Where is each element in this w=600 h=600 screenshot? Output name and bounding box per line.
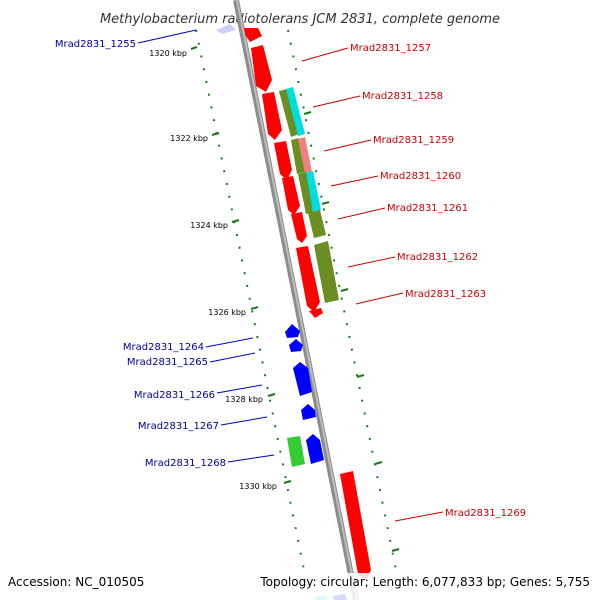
cyan-feature bbox=[305, 171, 321, 212]
gene-label-1259[interactable]: Mrad2831_1259 bbox=[373, 135, 454, 146]
label-leader bbox=[312, 95, 361, 108]
label-leader bbox=[216, 384, 263, 394]
label-leader bbox=[137, 29, 197, 44]
label-leader bbox=[209, 352, 256, 363]
cyan-feature bbox=[286, 87, 305, 136]
label-leader bbox=[323, 139, 372, 152]
gene-label-1262[interactable]: Mrad2831_1262 bbox=[397, 252, 478, 263]
label-leader bbox=[394, 511, 444, 522]
gene-arrow-1257[interactable] bbox=[251, 45, 272, 92]
gene-label-1260[interactable]: Mrad2831_1260 bbox=[380, 171, 461, 182]
gene-label-1258[interactable]: Mrad2831_1258 bbox=[362, 91, 443, 102]
outer-ring-tick bbox=[321, 201, 330, 205]
outer-ring-guide bbox=[287, 29, 398, 576]
label-leader bbox=[330, 175, 379, 187]
gene-arrow-1269[interactable] bbox=[340, 471, 371, 580]
olive-feature bbox=[279, 89, 299, 137]
forward-genes bbox=[244, 28, 371, 600]
ruler-tick-label: 1320 kbp bbox=[149, 49, 187, 58]
ruler-tick bbox=[267, 393, 276, 397]
gene-labels: Mrad2831_1255 Mrad2831_1257 Mrad2831_125… bbox=[55, 29, 526, 522]
olive-feature bbox=[314, 241, 339, 303]
gene-arrow-1263[interactable] bbox=[309, 308, 323, 318]
outer-ring-tick bbox=[356, 374, 365, 378]
olive-feature bbox=[308, 210, 326, 238]
label-leader bbox=[227, 454, 275, 463]
outer-ring-tick bbox=[391, 548, 400, 552]
gene-arrow-1262[interactable] bbox=[296, 246, 320, 312]
gene-label-1265[interactable]: Mrad2831_1265 bbox=[127, 357, 208, 368]
ruler-tick-label: 1326 kbp bbox=[208, 308, 246, 317]
ruler-tick bbox=[211, 132, 220, 136]
gene-arrow-1267[interactable] bbox=[301, 404, 316, 420]
reverse-genes bbox=[216, 24, 347, 600]
gene-arrow-1255[interactable] bbox=[216, 24, 236, 34]
gene-label-1255[interactable]: Mrad2831_1255 bbox=[55, 39, 136, 50]
genome-summary: Topology: circular; Length: 6,077,833 bp… bbox=[259, 575, 590, 589]
accession-text: Accession: NC_010505 bbox=[8, 575, 144, 589]
gene-arrow-1265[interactable] bbox=[289, 339, 303, 352]
ruler: 1320 kbp 1322 kbp 1324 kbp 1326 kbp 1328… bbox=[149, 46, 400, 552]
gene-arrow-1261b[interactable] bbox=[291, 212, 307, 243]
outer-ring-tick bbox=[303, 111, 312, 115]
ruler-tick bbox=[250, 306, 259, 310]
green-feature bbox=[287, 436, 305, 467]
outer-ring-tick bbox=[340, 288, 349, 292]
label-leader bbox=[220, 416, 268, 426]
gene-arrow-1256[interactable] bbox=[244, 28, 262, 42]
gene-arrow-1260-1261[interactable] bbox=[282, 176, 300, 215]
gene-arrow-1266[interactable] bbox=[293, 362, 312, 396]
salmon-feature bbox=[298, 137, 312, 174]
backbone-highlight bbox=[236, 0, 358, 600]
inner-ring-guide bbox=[195, 29, 306, 576]
ruler-tick bbox=[231, 219, 240, 223]
gene-label-1266[interactable]: Mrad2831_1266 bbox=[134, 390, 215, 401]
label-leader bbox=[301, 47, 349, 62]
label-leader bbox=[347, 256, 396, 268]
gene-label-1269[interactable]: Mrad2831_1269 bbox=[445, 508, 526, 519]
gene-label-1263[interactable]: Mrad2831_1263 bbox=[405, 289, 486, 300]
gene-arrow-1258[interactable] bbox=[262, 92, 282, 140]
label-leader bbox=[337, 207, 386, 220]
gene-label-1268[interactable]: Mrad2831_1268 bbox=[145, 458, 226, 469]
gene-label-1264[interactable]: Mrad2831_1264 bbox=[123, 342, 204, 353]
ruler-tick-label: 1324 kbp bbox=[190, 221, 228, 230]
ruler-tick-label: 1328 kbp bbox=[225, 395, 263, 404]
gene-label-1257[interactable]: Mrad2831_1257 bbox=[350, 43, 431, 54]
ruler-fade bbox=[252, 566, 298, 576]
map-title: Methylobacterium radiotolerans JCM 2831,… bbox=[100, 12, 500, 27]
label-leader bbox=[205, 337, 254, 348]
footer-background bbox=[0, 573, 600, 600]
olive-feature bbox=[291, 138, 305, 174]
gene-arrow-1259[interactable] bbox=[274, 141, 292, 180]
gene-arrow-1264[interactable] bbox=[285, 324, 300, 338]
ruler-tick bbox=[283, 480, 292, 484]
ruler-tick-label: 1330 kbp bbox=[239, 482, 277, 491]
ruler-tick bbox=[190, 46, 198, 50]
gene-arrow-1268b[interactable] bbox=[306, 434, 324, 464]
olive-feature bbox=[298, 172, 313, 214]
ruler-tick-label: 1322 kbp bbox=[170, 134, 208, 143]
ring-guides bbox=[195, 29, 398, 576]
gene-label-1261[interactable]: Mrad2831_1261 bbox=[387, 203, 468, 214]
outer-ring-tick bbox=[374, 461, 383, 465]
gene-label-1267[interactable]: Mrad2831_1267 bbox=[138, 421, 219, 432]
label-leader bbox=[355, 292, 404, 305]
